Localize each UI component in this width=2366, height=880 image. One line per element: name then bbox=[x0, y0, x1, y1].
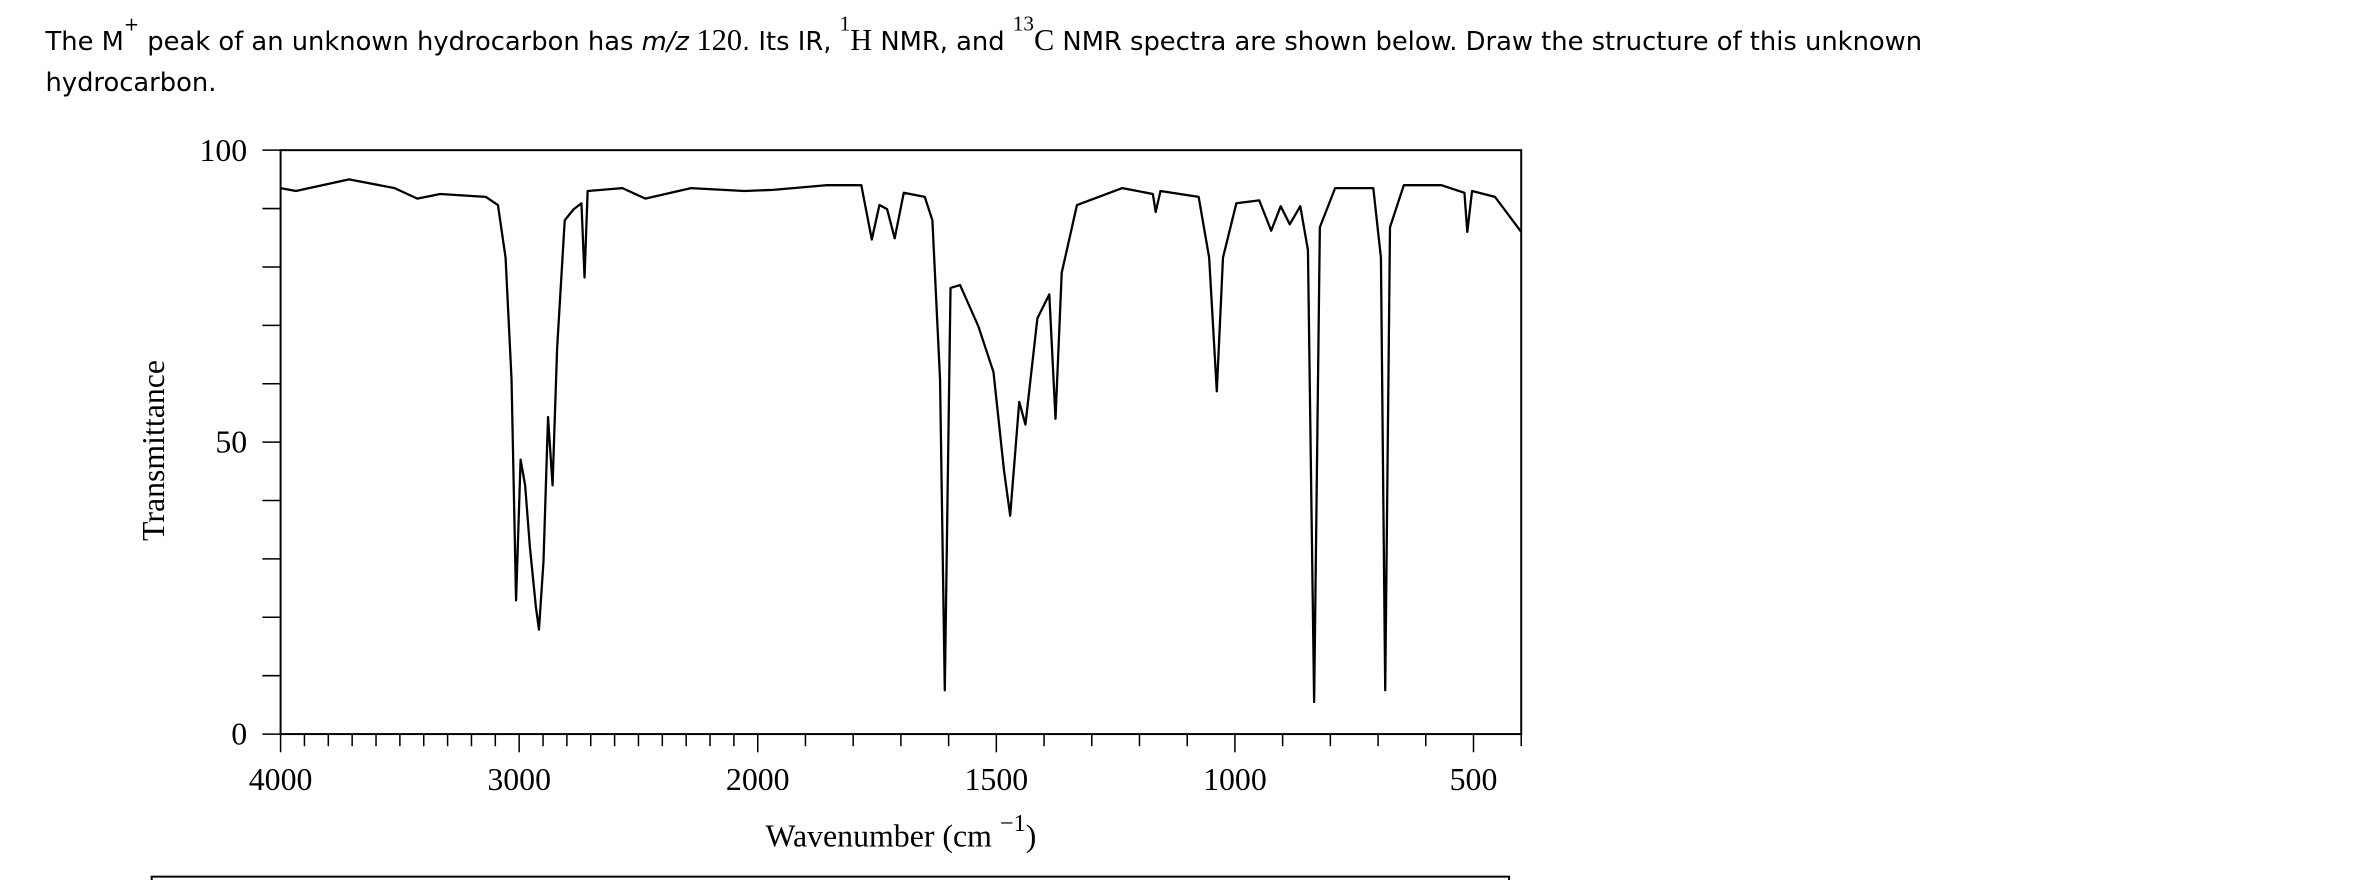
question-line-1: The M+ peak of an unknown hydrocarbon ha… bbox=[45, 11, 1923, 57]
x-tick-label: 3000 bbox=[487, 762, 551, 797]
x-tick-label: 1000 bbox=[1203, 762, 1267, 797]
text: NMR spectra are shown below. Draw the st… bbox=[1054, 27, 1922, 57]
text: The M bbox=[45, 27, 124, 57]
x-tick-label: 2000 bbox=[726, 762, 790, 797]
plot-frame bbox=[279, 149, 1523, 736]
text: Wavenumber (cm bbox=[765, 818, 999, 853]
y-tick-label: 50 bbox=[215, 425, 247, 460]
superscript: 1 bbox=[840, 11, 851, 35]
y-tick-label: 0 bbox=[231, 717, 247, 752]
text: peak of an unknown hydrocarbon has bbox=[139, 27, 642, 57]
y-axis-label: Transmittance bbox=[136, 360, 171, 541]
text: ) bbox=[1026, 818, 1037, 853]
text: . Its IR, bbox=[742, 27, 840, 57]
superscript: 13 bbox=[1013, 11, 1034, 35]
x-tick-label: 500 bbox=[1450, 762, 1498, 797]
spectrum-line bbox=[280, 178, 1523, 704]
question-line-2: hydrocarbon. bbox=[46, 68, 217, 98]
text: m/z bbox=[642, 27, 690, 57]
x-tick-label: 1500 bbox=[964, 762, 1028, 797]
text: H bbox=[850, 23, 872, 57]
text: 120 bbox=[689, 23, 742, 57]
x-tick-label: 4000 bbox=[249, 762, 313, 797]
superscript: + bbox=[124, 14, 139, 35]
answer-box bbox=[150, 875, 1511, 880]
y-tick-label: 100 bbox=[199, 133, 247, 168]
text: NMR, and bbox=[872, 27, 1013, 57]
x-axis-label: Wavenumber (cm −1) bbox=[765, 810, 1036, 853]
superscript: −1 bbox=[1000, 810, 1026, 837]
text: C bbox=[1034, 23, 1054, 57]
